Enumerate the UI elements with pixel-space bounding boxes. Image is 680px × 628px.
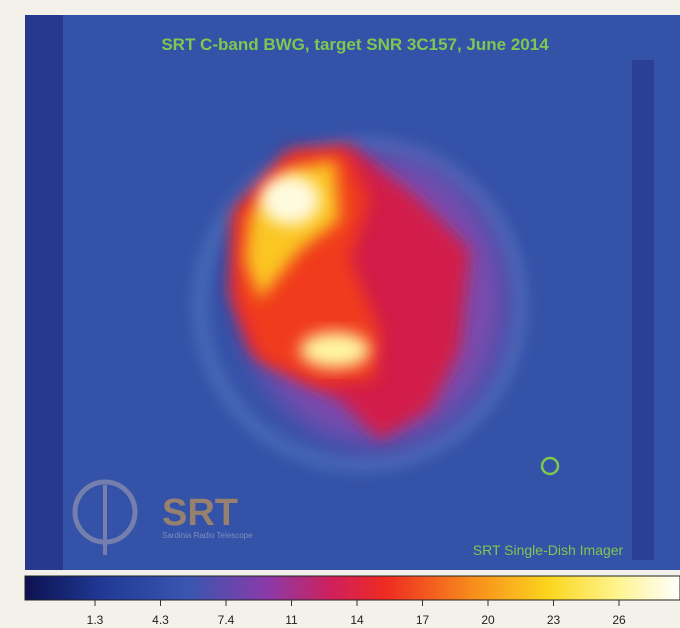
logo-name: SRT — [162, 492, 238, 534]
tick-label: 11 — [285, 613, 298, 627]
figure: SRT C-band BWG, target SNR 3C157, June 2… — [0, 0, 680, 628]
tick-label: 20 — [481, 613, 495, 627]
tick-label: 4.3 — [152, 613, 169, 627]
colorbar-ticks: 1.3 4.3 7.4 11 14 17 20 23 26 — [87, 600, 626, 627]
tick-label: 26 — [612, 613, 626, 627]
tick-label: 17 — [416, 613, 430, 627]
tick-label: 7.4 — [218, 613, 235, 627]
tick-label: 14 — [350, 613, 364, 627]
image-title: SRT C-band BWG, target SNR 3C157, June 2… — [161, 35, 549, 54]
remnant — [200, 145, 520, 465]
colorbar — [25, 576, 680, 600]
edge-strip — [632, 60, 654, 560]
tick-label: 1.3 — [87, 613, 104, 627]
image-caption: SRT Single-Dish Imager — [473, 542, 624, 558]
tick-label: 23 — [547, 613, 561, 627]
edge-strip — [25, 15, 63, 570]
logo-subtitle: Sardinia Radio Telescope — [162, 531, 253, 540]
